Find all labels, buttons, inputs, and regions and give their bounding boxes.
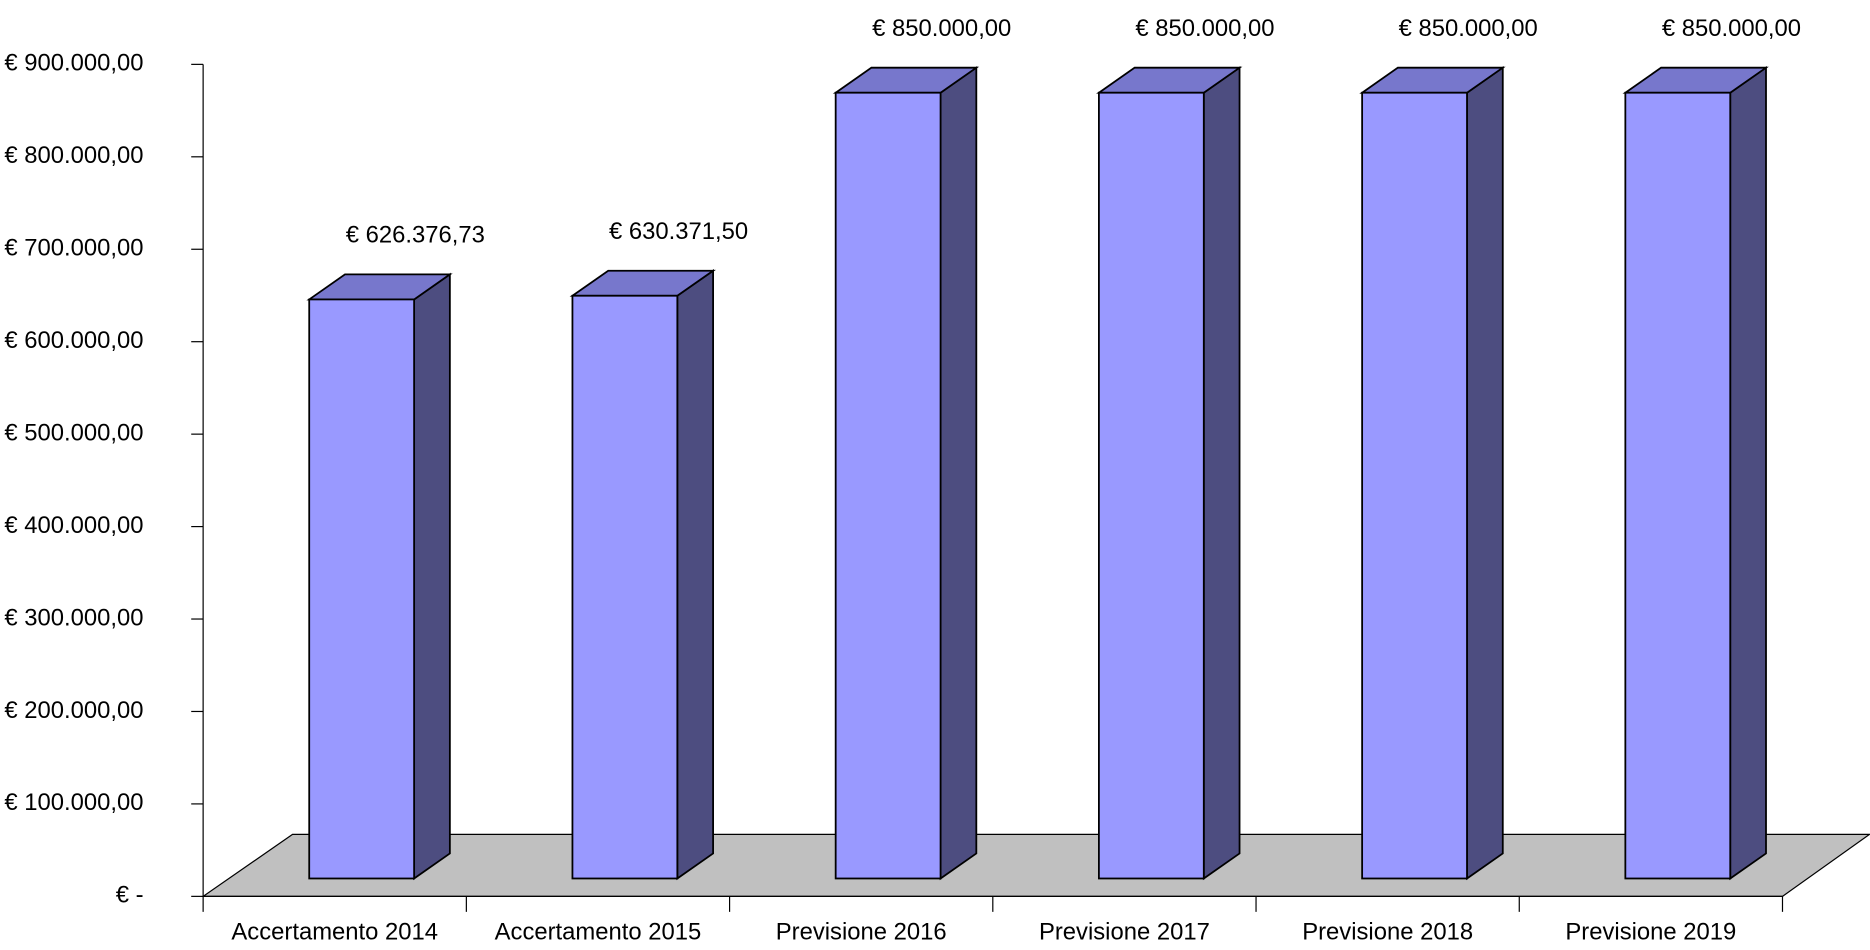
- bar-side: [1729, 65, 1767, 881]
- bar: [1098, 91, 1205, 880]
- y-tick-label: € 700.000,00: [4, 235, 143, 262]
- value-label: € 850.000,00: [1399, 15, 1538, 42]
- y-tick-label: € 500.000,00: [4, 419, 143, 446]
- bar-side: [939, 65, 978, 881]
- bar: [1361, 91, 1468, 880]
- x-tick-label: Previsione 2016: [776, 919, 947, 946]
- y-tick-label: € 100.000,00: [4, 789, 143, 816]
- value-label: € 850.000,00: [1135, 15, 1274, 42]
- bar: [571, 294, 679, 880]
- bar-side: [1202, 65, 1241, 881]
- y-tick-label: € 600.000,00: [4, 327, 143, 354]
- bar: [308, 298, 416, 880]
- bar: [834, 91, 942, 880]
- y-tick-label: € 400.000,00: [4, 512, 143, 539]
- x-tick-label: Accertamento 2015: [495, 919, 702, 946]
- bar-side: [1466, 65, 1504, 881]
- y-tick-label: € 300.000,00: [4, 604, 143, 631]
- value-label: € 850.000,00: [1662, 15, 1801, 42]
- bar-side: [413, 272, 451, 881]
- x-tick-label: Previsione 2019: [1565, 919, 1736, 946]
- bar: [1624, 91, 1732, 880]
- floor: [201, 833, 1870, 897]
- y-tick-label: € -: [116, 882, 144, 909]
- y-tick-label: € 800.000,00: [4, 142, 143, 169]
- x-tick-label: Previsione 2017: [1039, 919, 1210, 946]
- x-tick-label: Accertamento 2014: [231, 919, 438, 946]
- y-tick-label: € 900.000,00: [4, 50, 143, 77]
- bar-side: [676, 268, 714, 881]
- y-tick-label: € 200.000,00: [4, 697, 143, 724]
- value-label: € 630.371,50: [609, 218, 748, 245]
- value-label: € 850.000,00: [872, 15, 1011, 42]
- value-label: € 626.376,73: [346, 222, 485, 249]
- x-tick-label: Previsione 2018: [1302, 919, 1473, 946]
